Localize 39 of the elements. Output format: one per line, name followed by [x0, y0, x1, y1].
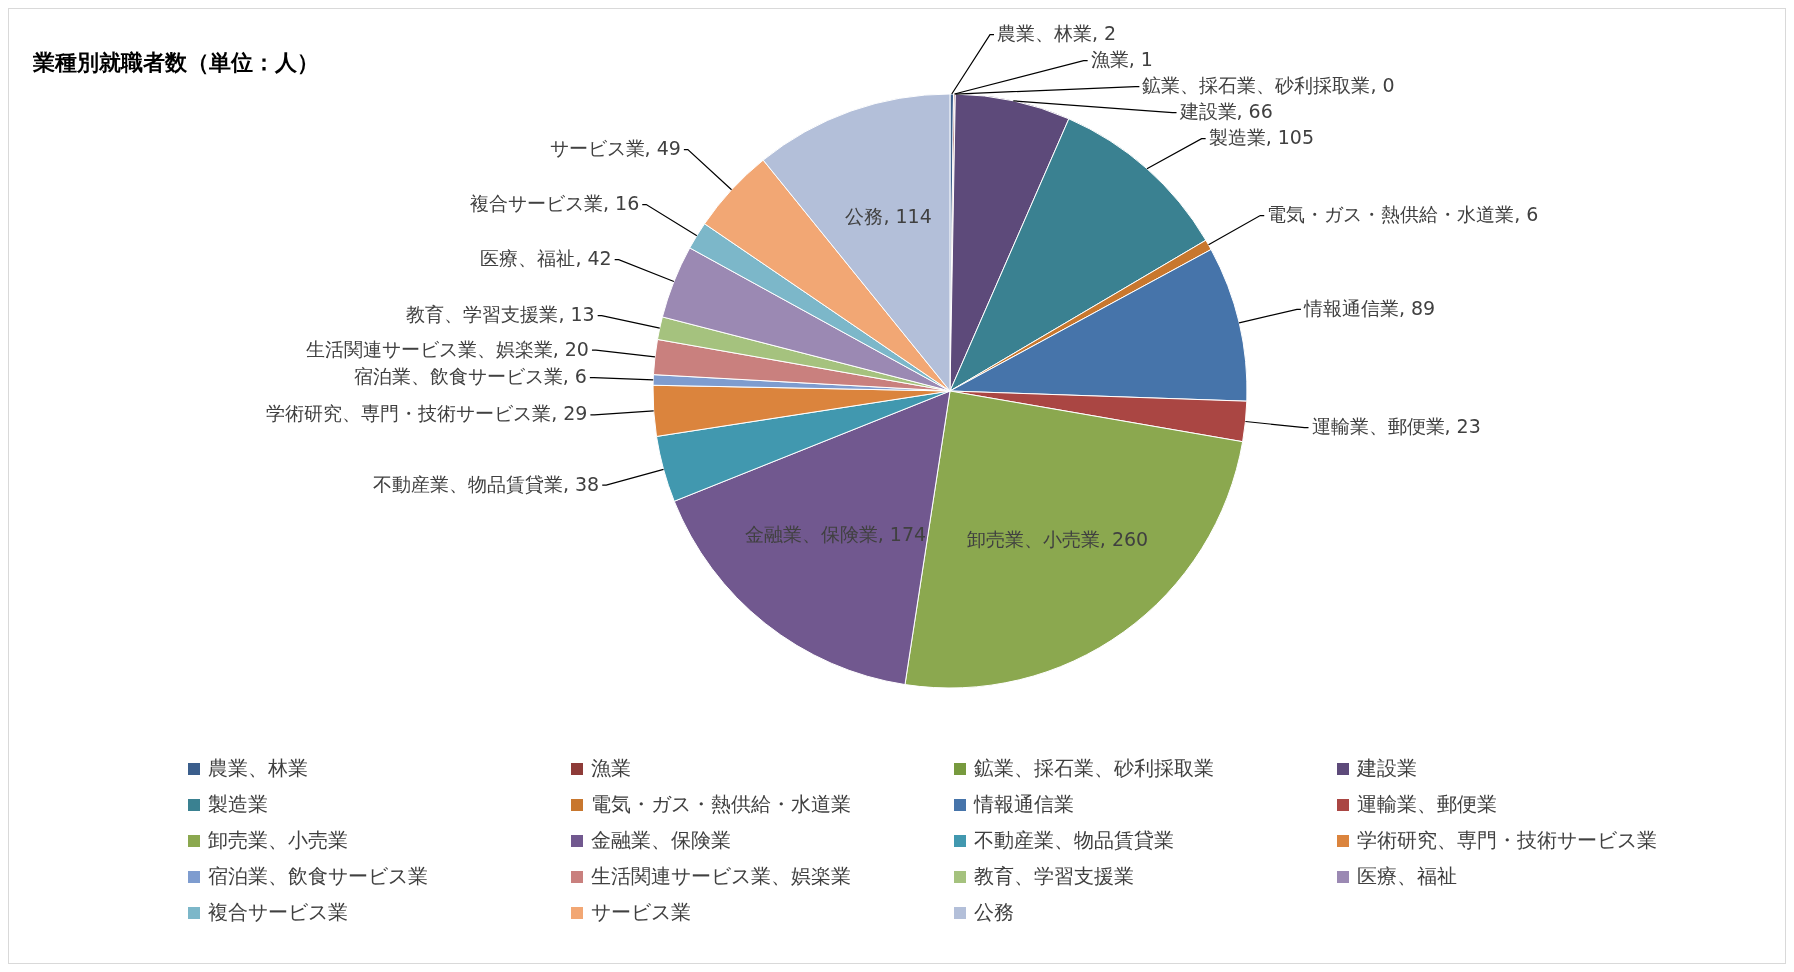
- legend-label: 生活関連サービス業、娯楽業: [591, 863, 851, 888]
- data-label: 宿泊業、飲食サービス業, 6: [353, 365, 587, 388]
- legend-label: 建設業: [1356, 755, 1417, 780]
- legend-label: サービス業: [591, 899, 691, 924]
- data-label: 学術研究、専門・技術サービス業, 29: [266, 402, 588, 425]
- data-label: 卸売業、小売業, 260: [966, 527, 1149, 550]
- data-label: 生活関連サービス業、娯楽業, 20: [305, 337, 589, 360]
- legend-label: 農業、林業: [208, 755, 308, 780]
- data-label: 金融業、保険業, 174: [744, 522, 927, 545]
- legend-label: 情報通信業: [973, 791, 1074, 816]
- data-label: 漁業, 1: [1090, 48, 1153, 71]
- data-label: サービス業, 49: [549, 137, 681, 160]
- data-label: 情報通信業, 89: [1302, 296, 1436, 319]
- legend-label: 公務: [974, 899, 1014, 924]
- data-label: 運輸業、郵便業, 23: [1311, 415, 1481, 438]
- legend-label: 漁業: [591, 755, 631, 780]
- data-label: 複合サービス業, 16: [469, 192, 640, 215]
- legend-label: 運輸業、郵便業: [1357, 791, 1497, 816]
- data-label: 製造業, 105: [1208, 126, 1314, 149]
- legend-label: 教育、学習支援業: [974, 863, 1134, 888]
- legend-label: 宿泊業、飲食サービス業: [208, 863, 428, 888]
- data-label: 農業、林業, 2: [997, 22, 1117, 45]
- legend-label: 複合サービス業: [208, 899, 348, 924]
- legend-label: 鉱業、採石業、砂利採取業: [974, 755, 1214, 780]
- data-label: 電気・ガス・熱供給・水道業, 6: [1267, 203, 1539, 226]
- text: 業種別就職者数（単位：人）: [32, 50, 319, 75]
- legend-label: 金融業、保険業: [591, 827, 731, 852]
- legend-label: 卸売業、小売業: [208, 827, 348, 852]
- legend-label: 医療、福祉: [1357, 863, 1457, 888]
- text: 鉱業、採石業、砂利採取業, 0: [1142, 74, 1395, 97]
- data-label: 教育、学習支援業, 13: [406, 303, 595, 326]
- legend-label: 不動産業、物品賃貸業: [974, 827, 1174, 852]
- data-label: 公務, 114: [845, 204, 932, 227]
- data-label: 建設業, 66: [1178, 100, 1273, 123]
- legend-label: 学術研究、専門・技術サービス業: [1357, 827, 1657, 852]
- data-label: 不動産業、物品賃貸業, 38: [372, 472, 600, 495]
- data-label: 医療、福祉, 42: [480, 247, 612, 270]
- legend-label: 電気・ガス・熱供給・水道業: [591, 791, 851, 816]
- legend-label: 製造業: [208, 791, 268, 816]
